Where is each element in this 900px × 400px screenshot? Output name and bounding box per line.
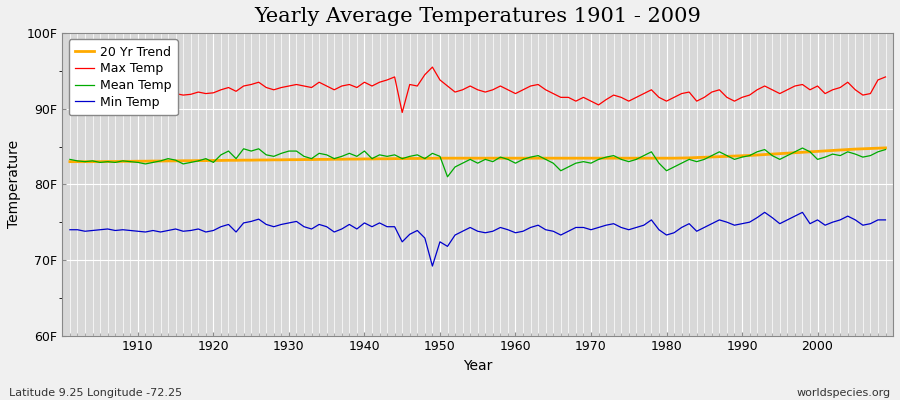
Mean Temp <box>518 157 528 162</box>
Max Temp <box>125 91 136 96</box>
Legend: 20 Yr Trend, Max Temp, Mean Temp, Min Temp: 20 Yr Trend, Max Temp, Mean Temp, Min Te… <box>68 39 177 115</box>
Min Temp <box>291 219 302 224</box>
Line: Min Temp: Min Temp <box>70 212 886 266</box>
Mean Temp <box>337 154 347 159</box>
Max Temp <box>397 110 408 115</box>
Line: Max Temp: Max Temp <box>70 67 886 112</box>
20 Yr Trend <box>510 156 521 160</box>
Text: Latitude 9.25 Longitude -72.25: Latitude 9.25 Longitude -72.25 <box>9 388 182 398</box>
Min Temp <box>337 226 347 231</box>
Max Temp <box>526 84 536 88</box>
X-axis label: Year: Year <box>463 359 492 373</box>
Max Temp <box>427 65 437 70</box>
Max Temp <box>616 95 626 100</box>
Max Temp <box>291 82 302 87</box>
Y-axis label: Temperature: Temperature <box>7 140 21 228</box>
Line: 20 Yr Trend: 20 Yr Trend <box>70 148 886 162</box>
20 Yr Trend <box>600 156 611 160</box>
Mean Temp <box>510 161 521 166</box>
Line: Mean Temp: Mean Temp <box>70 148 886 177</box>
Min Temp <box>427 264 437 268</box>
Min Temp <box>608 221 619 226</box>
Mean Temp <box>797 146 808 150</box>
20 Yr Trend <box>125 159 136 164</box>
Mean Temp <box>880 147 891 152</box>
Mean Temp <box>65 157 76 162</box>
Mean Temp <box>125 159 136 164</box>
Mean Temp <box>291 149 302 154</box>
20 Yr Trend <box>65 159 76 164</box>
20 Yr Trend <box>502 156 513 160</box>
Min Temp <box>518 229 528 234</box>
20 Yr Trend <box>337 157 347 162</box>
Title: Yearly Average Temperatures 1901 - 2009: Yearly Average Temperatures 1901 - 2009 <box>255 7 701 26</box>
Min Temp <box>125 228 136 233</box>
Min Temp <box>880 218 891 222</box>
Max Temp <box>518 87 528 92</box>
Mean Temp <box>608 153 619 158</box>
Min Temp <box>65 227 76 232</box>
20 Yr Trend <box>880 146 891 150</box>
Max Temp <box>880 74 891 79</box>
Max Temp <box>337 84 347 88</box>
Min Temp <box>760 210 770 215</box>
20 Yr Trend <box>291 157 302 162</box>
Min Temp <box>510 230 521 235</box>
Max Temp <box>65 91 76 96</box>
Text: worldspecies.org: worldspecies.org <box>796 388 891 398</box>
Mean Temp <box>442 174 453 179</box>
